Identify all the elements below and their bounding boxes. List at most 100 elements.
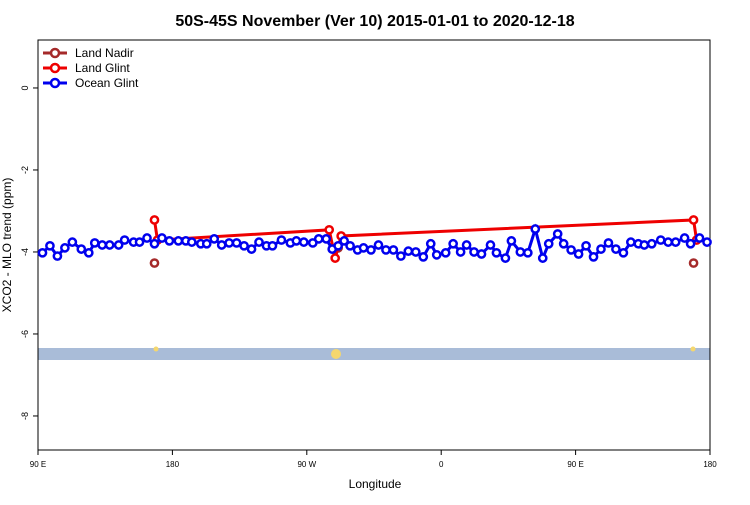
data-point [37,247,48,258]
data-point [694,233,705,243]
data-point [688,258,699,268]
data-point [267,240,278,251]
coverage-spot [153,346,159,352]
data-point [373,240,384,250]
data-point [313,234,324,244]
data-point [119,235,130,245]
data-point [461,240,472,250]
data-point [104,240,115,250]
data-point [626,237,636,247]
data-point [89,238,100,248]
data-point [366,245,376,255]
data-point [201,238,212,249]
data-point [224,238,234,248]
x-tick-label: 90 E [30,460,46,469]
data-point [333,240,344,251]
data-point [431,249,442,260]
data-point [566,245,576,255]
data-point [655,235,666,245]
data-point [321,234,332,244]
data-point [134,237,145,247]
data-point [149,215,160,225]
data-point [52,251,63,261]
data-point [573,249,584,259]
data-point [476,249,487,259]
data-point [298,237,309,247]
data-point [254,237,264,247]
data-point [246,244,257,254]
data-point [515,247,526,257]
data-point [403,246,414,256]
data-point [455,247,466,257]
data-point [142,233,152,243]
data-point [396,251,406,261]
data-point [588,252,599,262]
data-point [543,238,554,249]
data-point [173,236,184,246]
data-point [530,224,541,234]
legend-marker [49,77,61,89]
data-point [440,247,451,258]
coverage-spot [331,349,341,359]
legend-label: Land Glint [75,61,130,75]
data-point [491,247,502,258]
data-point [97,240,108,250]
data-point [500,253,511,263]
data-point [410,247,421,257]
data-point [670,237,681,247]
data-point [276,235,287,245]
data-point [186,237,197,247]
data-point [702,237,712,247]
data-point [618,247,629,258]
data-point [339,236,349,246]
data-point [506,236,517,246]
coverage-band [38,348,710,360]
data-point [113,240,124,250]
data-point [469,247,479,257]
y-axis-label: XCO2 - MLO trend (ppm) [0,178,14,313]
data-point [358,243,369,253]
data-point [679,233,690,243]
data-point [209,234,220,244]
data-point [663,237,674,247]
data-point [149,258,160,268]
x-tick-label: 90 W [297,460,316,469]
data-point [448,238,458,249]
data-point [239,240,249,251]
y-tick-label: -4 [20,248,30,256]
data-point [639,240,650,250]
data-point [60,243,70,253]
data-point [685,238,696,249]
legend-label: Ocean Glint [75,76,139,90]
data-point [603,238,614,248]
data-point [345,240,355,251]
data-point [646,238,657,249]
data-point [216,240,227,250]
y-tick-label: -8 [20,412,30,420]
data-point [83,247,94,258]
y-tick-label: -2 [20,166,30,174]
data-point [485,240,496,250]
data-point [552,229,563,239]
data-point [164,236,175,246]
x-tick-label: 0 [439,460,444,469]
data-point [76,244,87,254]
data-point [522,247,533,258]
data-point [330,253,341,263]
legend-marker [49,47,61,59]
y-tick-label: -6 [20,330,30,338]
y-tick-label: 0 [20,85,30,90]
data-point [581,240,591,251]
data-point [596,244,606,254]
data-point [149,238,160,249]
data-point [67,237,78,247]
x-tick-label: 180 [166,460,180,469]
data-point [425,238,436,249]
data-point [558,238,569,249]
data-point [157,233,167,243]
data-point [231,238,242,248]
data-point [291,236,302,246]
data-point [688,215,699,225]
